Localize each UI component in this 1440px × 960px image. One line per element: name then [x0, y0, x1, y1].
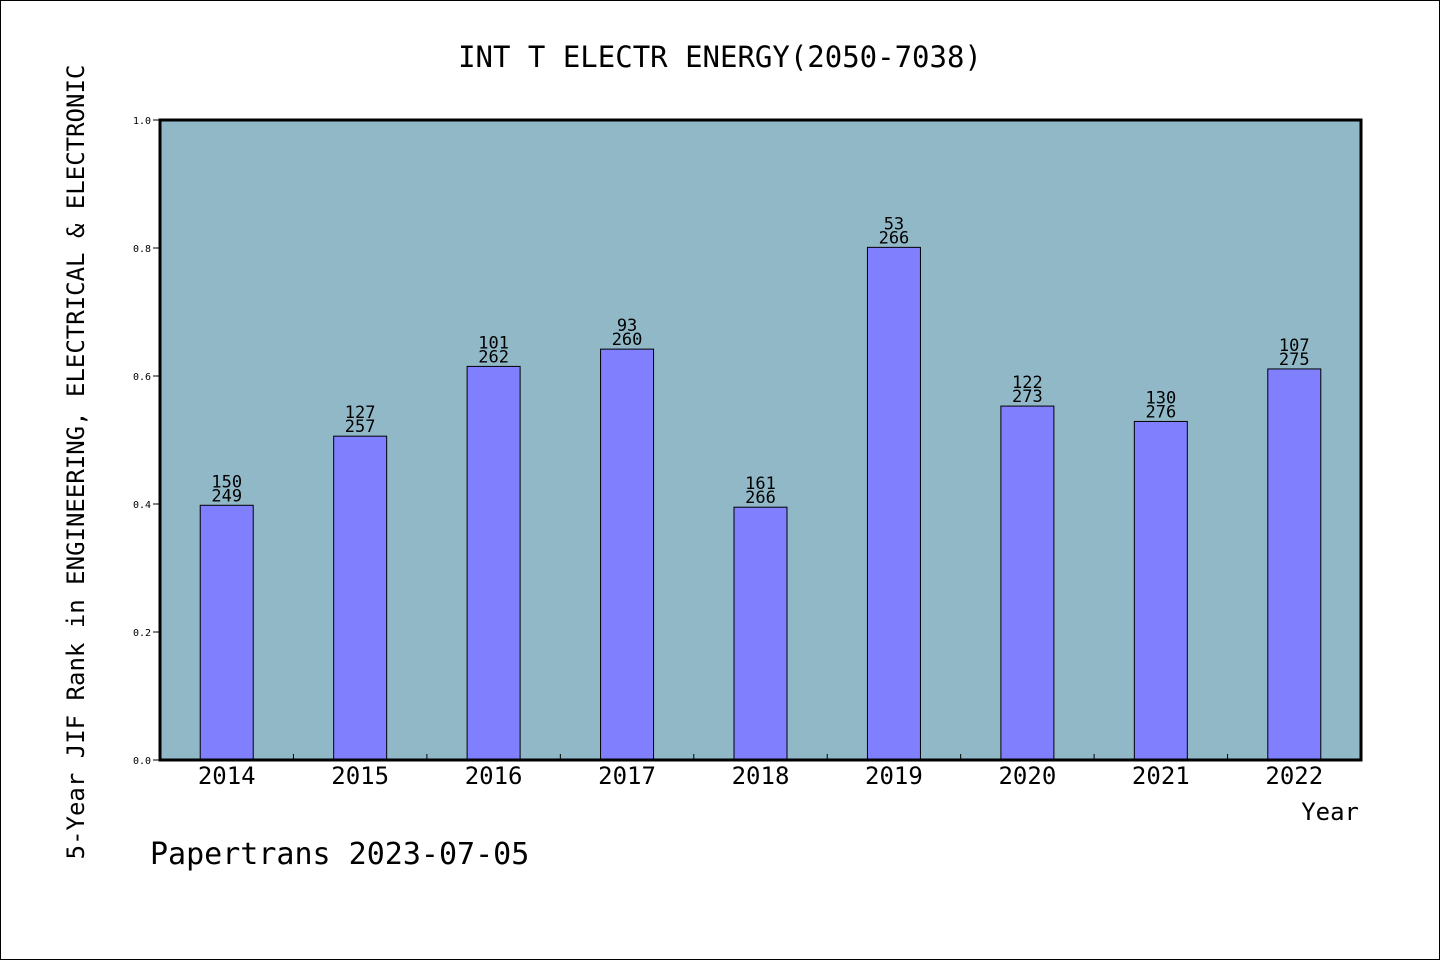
bar-2021	[1133, 420, 1188, 761]
bar-rank-label: 161	[745, 474, 776, 494]
bar-2020	[1000, 405, 1055, 761]
footer-credit: Papertrans 2023-07-05	[150, 837, 529, 872]
y-tick-label: 0.2	[133, 628, 151, 639]
bar-total-label: 262	[478, 347, 509, 367]
bar-2015	[333, 435, 388, 761]
bar-total-label: 266	[745, 488, 776, 508]
bar-labels-group: 1502491272571012629326016126653266122273…	[211, 214, 1309, 508]
bar-total-label: 275	[1279, 350, 1310, 370]
bar-total-label: 273	[1012, 387, 1043, 407]
bar-rank-label: 93	[617, 316, 637, 336]
y-axis-label: 5-Year JIF Rank in ENGINEERING, ELECTRIC…	[62, 65, 90, 860]
bar-2018	[733, 506, 788, 761]
y-tick-label: 0.4	[133, 500, 151, 511]
bar-2017	[600, 348, 655, 761]
y-tick-label: 1.0	[133, 116, 151, 127]
bar-2016	[466, 365, 521, 761]
bar-rank-label: 107	[1279, 336, 1310, 356]
y-tick-label: 0.8	[133, 244, 151, 255]
x-tick-label: 2019	[865, 762, 923, 790]
y-tick-label: 0.0	[133, 756, 151, 767]
x-tick-label: 2021	[1132, 762, 1190, 790]
plot-border	[158, 118, 1363, 762]
x-tick-label: 2018	[732, 762, 790, 790]
x-tick-label: 2015	[331, 762, 389, 790]
bar-total-label: 260	[612, 330, 643, 350]
x-axis-label: Year	[1301, 798, 1359, 826]
bar-2019	[866, 246, 921, 761]
bar-rank-label: 127	[345, 403, 376, 423]
bar-rank-label: 101	[478, 333, 509, 353]
x-tick-label: 2017	[598, 762, 656, 790]
bar-rank-label: 150	[211, 472, 242, 492]
bar-2022	[1267, 368, 1322, 761]
x-tick-label: 2016	[465, 762, 523, 790]
bar-total-label: 276	[1145, 402, 1176, 422]
bar-2014	[199, 504, 254, 761]
x-tick-label: 2014	[198, 762, 256, 790]
bar-rank-label: 53	[884, 214, 904, 234]
bars-group	[199, 246, 1322, 761]
bar-total-label: 266	[879, 228, 910, 248]
y-tick-label: 0.6	[133, 372, 151, 383]
bar-rank-label: 122	[1012, 373, 1043, 393]
bar-total-label: 257	[345, 417, 376, 437]
y-axis: 0.0 0.2 0.4 0.6 0.8 1.0	[133, 116, 160, 767]
x-axis: 2014 2015 2016 2017 2018 2019 2020 2021 2022	[198, 754, 1323, 790]
x-tick-label: 2022	[1265, 762, 1323, 790]
bar-total-label: 249	[211, 486, 242, 506]
x-tick-label: 2020	[998, 762, 1056, 790]
chart-title: INT T ELECTR ENERGY(2050-7038)	[458, 40, 982, 74]
bar-rank-label: 130	[1145, 388, 1176, 408]
